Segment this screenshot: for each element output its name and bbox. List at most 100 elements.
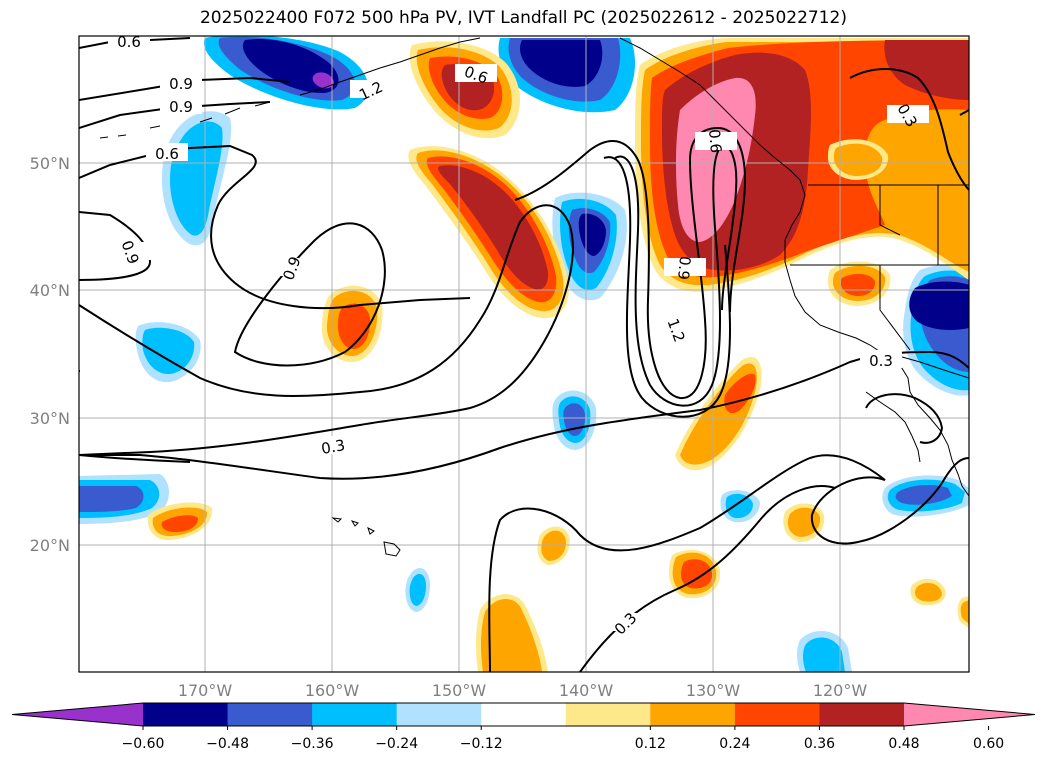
graticule (79, 36, 969, 672)
colorbar-tick-label: 0.24 (719, 736, 750, 752)
hawaii-island (350, 520, 359, 527)
contour-label-bg (270, 258, 312, 276)
pv-blob-pos (338, 303, 371, 349)
pv-blob-pos (480, 598, 542, 672)
colorbar-extend-high (904, 703, 1035, 726)
contour-line (614, 145, 738, 407)
contour-label-bg (160, 73, 202, 91)
colorbar-segment (227, 703, 313, 726)
colorbar-segment (143, 703, 229, 726)
aleutian-island (224, 107, 241, 115)
aleutian-island (149, 125, 161, 129)
pv-blob-pos (915, 582, 942, 602)
contour-line (865, 393, 944, 444)
aleutian-island (199, 117, 213, 123)
lon-tick-label: 130°W (686, 681, 741, 700)
hawaii-island (367, 527, 375, 535)
lon-tick-label: 140°W (559, 681, 614, 700)
colorbar-segment (819, 703, 905, 726)
pv-blob-neg (803, 637, 845, 672)
pv-shading (79, 36, 969, 672)
pv-contours (79, 37, 969, 672)
contour-label-bg (887, 105, 929, 123)
contour-label-bg (656, 320, 698, 338)
pv-blob-neg (725, 493, 753, 519)
contour-label: 0.6 (705, 128, 725, 153)
contour-line (79, 211, 152, 281)
pv-blob-neg (142, 327, 195, 375)
colorbar-tick-label: 0.12 (635, 736, 666, 752)
aleutian-island (99, 136, 109, 139)
contour-line (488, 454, 969, 672)
colorbar-extend-low (12, 703, 143, 726)
lon-tick-label: 170°W (178, 681, 233, 700)
contour-label: 0.6 (117, 33, 141, 51)
contour-label: 0.9 (674, 255, 694, 280)
coastline-alaska-panhandle (619, 37, 806, 196)
contour-label-bg (110, 242, 152, 260)
pv-blob-pos (161, 515, 198, 532)
lon-tick-label: 150°W (432, 681, 487, 700)
contour-line (603, 156, 731, 418)
contour-label: 0.6 (155, 145, 179, 163)
pv-blob-pos (833, 143, 883, 176)
colorbar-segment (565, 703, 651, 726)
contour-label: 0.9 (169, 98, 193, 116)
colorbar-tick-label: 0.36 (804, 736, 835, 752)
colorbar-segment (396, 703, 482, 726)
contour-label: 0.9 (169, 75, 193, 93)
contour-line (79, 350, 969, 480)
pv-blob-neg (79, 486, 144, 512)
contour-label-bg (146, 143, 188, 161)
map-frame (78, 35, 970, 673)
contour-line (79, 204, 574, 456)
colorbar-segment (481, 703, 567, 726)
colorbar-segment (650, 703, 736, 726)
contour-line (514, 126, 747, 400)
aleutian-island (117, 134, 127, 137)
contour-label-bg (860, 350, 902, 368)
lat-axis-labels: 50°N 40°N 30°N 20°N (30, 154, 70, 555)
contour-label-bg (604, 613, 646, 631)
colorbar-tick-label: −0.12 (460, 736, 503, 752)
state-border (879, 265, 911, 351)
colorbar: −0.60 −0.48 −0.36 −0.24 −0.12 0.12 0.24 0.36 0.4… (11, 702, 1036, 752)
map-panel: 0.6 0.9 0.9 0.6 1.2 0.6 0.6 0.9 0.9 0.9 … (78, 31, 970, 673)
contour-line (849, 68, 969, 191)
colorbar-tick-label: 0.48 (888, 736, 919, 752)
contour-line (79, 144, 471, 310)
pv-blob-pos (960, 600, 969, 624)
pv-blob-neg (409, 573, 426, 606)
contour-label-bg (160, 96, 202, 114)
colorbar-tick-label: −0.24 (375, 736, 418, 752)
hawaii-island (331, 517, 343, 523)
coastline-alaska (299, 37, 481, 96)
contour-line (79, 454, 191, 463)
contour-line (959, 109, 969, 116)
pv-blob-pos (438, 165, 549, 290)
contour-label: 0.3 (320, 436, 347, 458)
contour-label-bg (664, 258, 706, 276)
pv-blob-pos (884, 40, 969, 100)
contour-label-bg (350, 80, 392, 98)
lon-axis-labels: 170°W 160°W 150°W 140°W 130°W 120°W (178, 681, 868, 700)
colorbar-tick-label: −0.60 (122, 736, 165, 752)
map-title: 2025022400 F072 500 hPa PV, IVT Landfall… (199, 8, 847, 28)
pv-blob-neg (909, 281, 969, 330)
contour-label-bg (312, 436, 354, 454)
colorbar-tick-label: −0.36 (291, 736, 334, 752)
pv-blob-neg (520, 40, 603, 87)
lon-tick-label: 160°W (305, 681, 360, 700)
lat-tick-label: 50°N (30, 154, 70, 173)
state-border (879, 185, 901, 236)
contour-label-bg (455, 64, 497, 82)
pv-blob-pos (680, 559, 713, 589)
colorbar-tick-label: 0.60 (973, 736, 1004, 752)
border-us-mexico (894, 354, 969, 379)
lon-tick-label: 120°W (813, 681, 868, 700)
colorbar-tick-label: −0.48 (206, 736, 249, 752)
lat-tick-label: 40°N (30, 281, 70, 300)
pv-blob-pos (541, 530, 566, 561)
coastline-baja (865, 391, 921, 463)
